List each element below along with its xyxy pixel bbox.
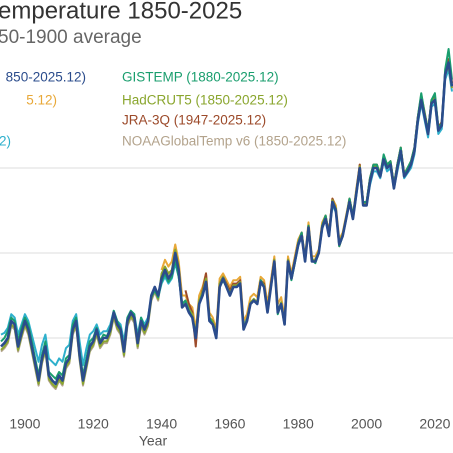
x-tick-label: 1960: [214, 416, 245, 432]
legend: NOAAGlobalTemp v6 (1850-2025.12) 2) 5.12) J…: [0, 70, 346, 149]
legend-entry: 5.12): [26, 93, 57, 108]
legend-entry: 850-2025.12): [6, 70, 86, 85]
x-axis-label: Year: [139, 433, 168, 449]
grid: [0, 167, 453, 339]
series-line: [0, 61, 453, 386]
legend-entry: JRA-3Q (1947-2025.12): [122, 113, 266, 128]
lines: [0, 48, 453, 390]
legend-entry: 2): [0, 134, 11, 149]
legend-entry: HadCRUT5 (1850-2025.12): [122, 93, 288, 108]
x-tick-label: 1920: [78, 416, 109, 432]
x-tick-label: 1980: [283, 416, 314, 432]
x-tick-label: 2000: [351, 416, 382, 432]
chart-subtitle: 50-1900 average: [0, 27, 142, 48]
legend-entry: NOAAGlobalTemp v6 (1850-2025.12): [122, 134, 346, 149]
x-tick-label: 1900: [9, 416, 40, 432]
legend-entry: GISTEMP (1880-2025.12): [122, 70, 279, 85]
legend-backdrop: [0, 62, 360, 152]
chart-title: emperature 1850-2025: [0, 0, 242, 24]
x-tick-label: 1940: [146, 416, 177, 432]
x-tick-label: 2020: [419, 416, 450, 432]
